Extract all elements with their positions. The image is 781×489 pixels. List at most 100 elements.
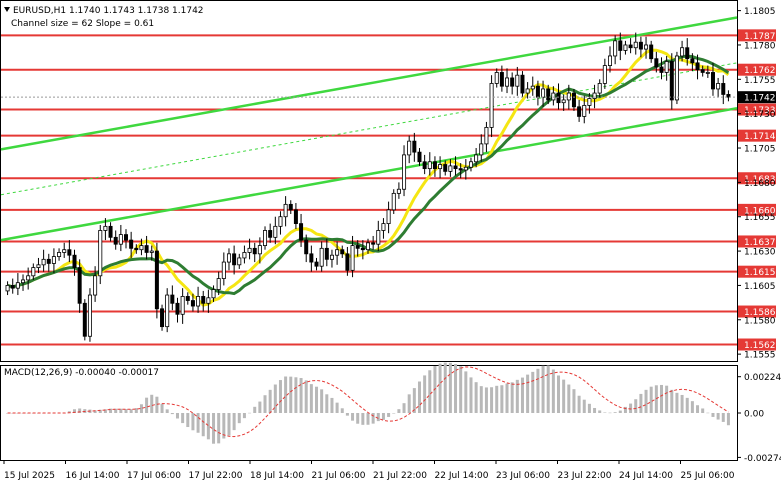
level-tag-7 <box>738 265 776 278</box>
macd-bar-36 <box>191 413 195 431</box>
symbol-info: EURUSD,H1 1.1740 1.1743 1.1738 1.1742 <box>13 6 204 16</box>
candle-body-53 <box>278 216 283 227</box>
macd-bar-95 <box>495 385 499 413</box>
macd-bar-65 <box>340 408 344 413</box>
main-panel-frame <box>0 0 738 362</box>
macd-bar-24 <box>129 409 133 413</box>
macd-signal-line <box>7 366 729 438</box>
candle-body-31 <box>165 294 170 328</box>
macd-bar-117 <box>608 412 612 414</box>
macd-bar-74 <box>387 413 391 417</box>
candle-body-63 <box>329 254 334 260</box>
macd-bar-38 <box>201 413 205 437</box>
macd-bar-104 <box>541 365 545 413</box>
candle-body-11 <box>62 249 67 253</box>
candle-body-116 <box>602 65 607 84</box>
macd-bar-98 <box>510 382 514 413</box>
macd-bar-12 <box>67 411 71 413</box>
candle-body-39 <box>206 297 211 304</box>
level-tag-5 <box>738 203 776 216</box>
candle-body-127 <box>659 66 664 73</box>
macd-bar-107 <box>557 375 561 413</box>
candle-body-8 <box>46 258 51 264</box>
candle-body-137 <box>710 72 715 90</box>
macd-histogram <box>6 362 730 444</box>
candle-body-135 <box>700 69 705 73</box>
macd-bar-58 <box>304 380 308 413</box>
candle-body-88 <box>458 168 463 171</box>
candle-body-84 <box>438 164 443 170</box>
candle-body-21 <box>113 236 118 245</box>
price-tick-3: 1.1730 <box>744 110 776 120</box>
candle-body-45 <box>237 257 242 266</box>
macd-bar-81 <box>423 375 427 413</box>
candle-body-79 <box>412 140 417 153</box>
level-tag-3 <box>738 129 776 142</box>
candle-body-59 <box>309 253 314 263</box>
level-tag-2 <box>738 103 776 116</box>
macd-bar-32 <box>170 413 174 415</box>
candle-body-13 <box>72 254 77 268</box>
level-label-0: 1.1787 <box>744 32 776 42</box>
macd-bar-82 <box>428 370 432 413</box>
candle-body-124 <box>644 44 649 50</box>
candle-body-15 <box>82 302 87 337</box>
candle-body-25 <box>134 247 139 251</box>
candle-body-66 <box>345 253 350 271</box>
macd-bar-33 <box>175 413 179 419</box>
candle-body-22 <box>118 234 123 245</box>
candle-body-3 <box>21 279 26 284</box>
macd-bar-97 <box>505 383 509 413</box>
candle-body-86 <box>448 165 453 172</box>
price-axis: 1.17871.17621.17331.17141.16831.16601.16… <box>1 7 781 464</box>
macd-bar-18 <box>98 409 102 413</box>
candle-body-74 <box>386 209 391 224</box>
candle-body-28 <box>149 250 154 253</box>
candle-body-52 <box>273 225 278 238</box>
candle-body-92 <box>479 143 484 156</box>
macd-bar-106 <box>551 369 555 413</box>
candle-body-50 <box>263 230 268 246</box>
candle-body-113 <box>587 98 592 106</box>
candle-body-117 <box>608 55 613 66</box>
macd-bar-73 <box>381 413 385 420</box>
level-label-6: 1.1637 <box>744 238 776 248</box>
macd-bar-41 <box>217 413 221 444</box>
candle-body-71 <box>371 242 376 245</box>
candle-body-106 <box>551 92 556 101</box>
macd-bar-131 <box>680 394 684 413</box>
candle-body-1 <box>10 285 15 289</box>
macd-bar-51 <box>268 389 272 413</box>
time-label-5: 21 Jul 06:00 <box>312 471 366 481</box>
macd-bar-61 <box>320 389 324 413</box>
macd-bar-19 <box>103 409 107 413</box>
candle-body-97 <box>505 77 510 87</box>
candle-body-105 <box>546 88 551 101</box>
channel-info: Channel size = 62 Slope = 0.61 <box>11 19 154 29</box>
candle-body-87 <box>453 165 458 170</box>
candle-body-132 <box>685 47 690 60</box>
symbol-triangle-icon <box>4 7 10 12</box>
candle-body-80 <box>417 151 422 163</box>
level-tag-6 <box>738 235 776 248</box>
level-tag-8 <box>738 305 776 318</box>
candle-body-68 <box>355 245 360 249</box>
time-label-1: 16 Jul 14:00 <box>66 471 120 481</box>
macd-bar-112 <box>582 399 586 413</box>
price-tick-6: 1.1655 <box>744 213 776 223</box>
candle-body-125 <box>649 44 654 60</box>
macd-bar-129 <box>670 389 674 413</box>
candle-body-46 <box>242 252 247 259</box>
horizontal-levels <box>1 34 737 346</box>
macd-bar-44 <box>232 413 236 431</box>
candle-body-40 <box>211 289 216 299</box>
macd-bar-25 <box>134 408 138 413</box>
macd-bar-26 <box>139 404 143 413</box>
macd-bar-55 <box>289 376 293 413</box>
candles <box>5 32 731 342</box>
candle-body-29 <box>154 250 159 310</box>
macd-bar-28 <box>150 394 154 413</box>
candle-body-90 <box>468 161 473 168</box>
macd-bar-30 <box>160 403 164 413</box>
candle-body-118 <box>613 40 618 57</box>
